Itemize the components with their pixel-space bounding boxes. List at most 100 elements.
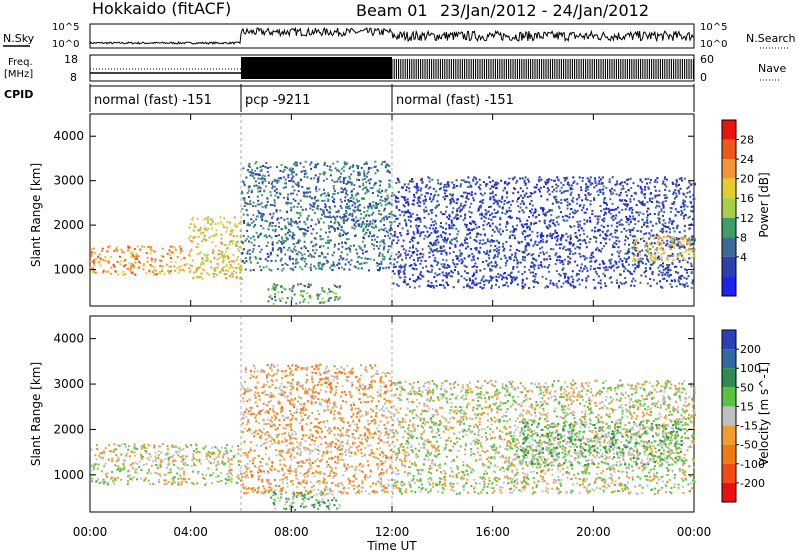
data-cell: [259, 251, 262, 254]
data-cell: [279, 170, 282, 172]
data-cell: [491, 212, 493, 215]
data-cell: [488, 250, 491, 253]
data-cell: [257, 190, 260, 193]
data-cell: [623, 243, 626, 246]
data-cell: [267, 228, 270, 231]
data-cell: [313, 237, 316, 240]
data-cell: [618, 260, 621, 263]
data-cell: [443, 240, 446, 243]
data-cell: [158, 473, 161, 476]
data-cell: [667, 235, 670, 238]
data-cell: [518, 249, 521, 252]
data-cell: [584, 190, 587, 192]
data-cell: [693, 248, 696, 251]
data-cell: [401, 227, 404, 230]
data-cell: [452, 271, 454, 274]
data-cell: [128, 262, 131, 265]
data-cell: [565, 232, 568, 235]
colorbar-tick-label: 24: [740, 153, 754, 166]
data-cell: [678, 231, 681, 234]
data-cell: [239, 271, 241, 274]
data-cell: [576, 220, 579, 223]
data-cell: [229, 469, 232, 472]
data-cell: [631, 264, 634, 267]
data-cell: [624, 252, 627, 255]
data-cell: [687, 275, 690, 278]
data-cell: [594, 287, 597, 290]
data-cell: [120, 260, 123, 263]
data-cell: [388, 165, 391, 167]
data-cell: [654, 234, 657, 237]
data-cell: [247, 186, 250, 189]
data-cell: [314, 196, 317, 199]
data-cell: [641, 257, 644, 260]
data-cell: [435, 284, 438, 287]
data-cell: [309, 263, 312, 266]
data-cell: [678, 192, 681, 195]
data-cell: [453, 217, 456, 220]
data-cell: [272, 229, 274, 232]
data-cell: [402, 270, 405, 273]
data-cell: [485, 211, 488, 214]
data-cell: [682, 193, 685, 196]
data-cell: [517, 240, 520, 243]
data-cell: [377, 194, 379, 197]
data-cell: [676, 254, 679, 257]
data-cell: [666, 274, 669, 277]
data-cell: [342, 229, 345, 232]
data-cell: [202, 262, 205, 265]
data-cell: [237, 460, 240, 463]
data-cell: [183, 264, 186, 267]
data-cell: [296, 241, 299, 244]
data-cell: [455, 214, 458, 217]
data-cell: [267, 167, 269, 169]
data-cell: [417, 199, 420, 202]
data-cell: [282, 241, 285, 244]
data-cell: [122, 251, 125, 254]
data-cell: [664, 222, 667, 225]
data-cell: [676, 253, 679, 256]
data-cell: [639, 253, 642, 256]
data-cell: [349, 196, 352, 199]
data-cell: [449, 240, 452, 243]
cpid-row: normal (fast) -151 pcp -9211 normal (fast)…: [89, 84, 695, 112]
data-cell: [430, 264, 433, 267]
data-cell: [409, 241, 411, 243]
data-cell: [447, 284, 449, 286]
data-cell: [519, 261, 522, 264]
data-cell: [452, 251, 455, 253]
data-cell: [657, 273, 660, 276]
data-cell: [301, 268, 304, 271]
data-cell: [686, 285, 689, 288]
data-cell: [658, 241, 661, 244]
data-cell: [597, 281, 600, 284]
data-cell: [620, 188, 623, 191]
data-cell: [173, 481, 176, 484]
data-cell: [634, 263, 637, 266]
data-cell: [124, 273, 127, 276]
data-cell: [158, 270, 161, 273]
data-cell: [466, 197, 469, 200]
data-cell: [611, 202, 614, 205]
data-cell: [450, 221, 453, 224]
data-cell: [573, 286, 576, 289]
data-cell: [237, 240, 239, 243]
data-cell: [362, 471, 364, 474]
data-cell: [299, 397, 302, 399]
data-cell: [94, 271, 97, 274]
data-cell: [217, 480, 220, 483]
data-cell: [241, 192, 244, 195]
data-cell: [167, 462, 170, 465]
data-cell: [636, 211, 639, 214]
data-cell: [426, 284, 429, 287]
data-cell: [680, 177, 683, 179]
data-cell: [633, 248, 636, 251]
data-cell: [243, 205, 246, 207]
data-cell: [168, 462, 171, 465]
data-cell: [495, 226, 498, 229]
data-cell: [451, 275, 454, 278]
data-cell: [589, 265, 592, 268]
data-cell: [550, 214, 553, 217]
data-cell: [653, 260, 655, 263]
